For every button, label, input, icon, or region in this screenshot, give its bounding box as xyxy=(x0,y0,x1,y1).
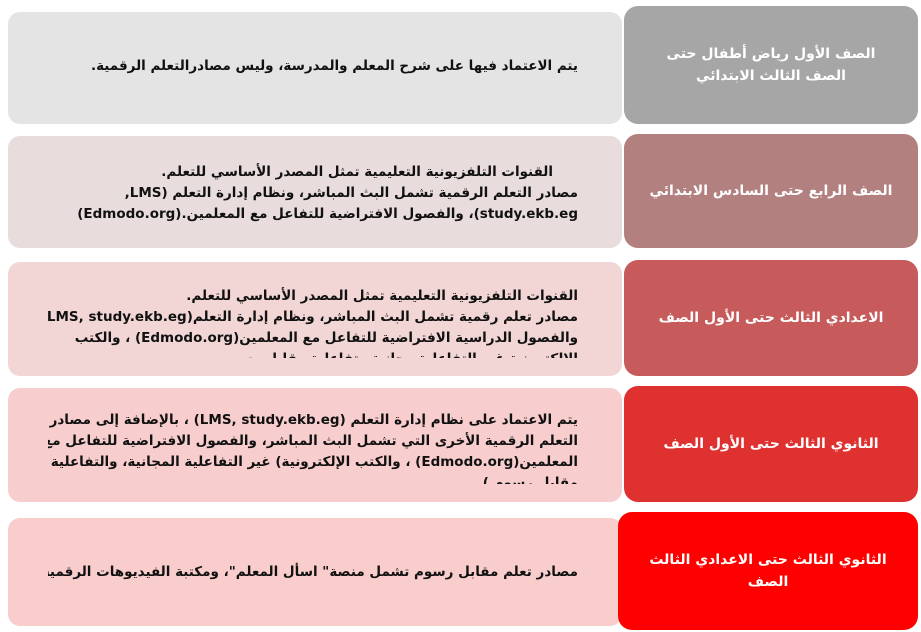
desc-line: التعلم الرقمية الأخرى التي تشمل البث الم… xyxy=(48,433,578,449)
row-5: مصادر تعلم مقابل رسوم تشمل منصة" اسأل ال… xyxy=(0,512,921,630)
row-5-grade-label: الثانوي الثالث حتى الاعدادي الثالث الصف xyxy=(618,512,918,630)
row-2-description-box: القنوات التلفزيونية التعليمية تمثل المصد… xyxy=(8,136,622,248)
row-2-description: القنوات التلفزيونية التعليمية تمثل المصد… xyxy=(48,162,578,228)
row-1-grade-label: الصف الأول رياض أطفال حتى الصف الثالث ال… xyxy=(624,6,918,124)
row-3-grade-label: الاعدادي الثالث حتى الأول الصف xyxy=(624,260,918,376)
desc-line: المعلمين(Edmodo.org) ، والكتب الإلكتروني… xyxy=(50,454,578,470)
desc-line: يتم الاعتماد فيها على شرح المعلم والمدرس… xyxy=(90,58,578,74)
row-5-description: مصادر تعلم مقابل رسوم تشمل منصة" اسأل ال… xyxy=(48,562,578,586)
desc-line: القنوات التلفزيونية التعليمية تمثل المصد… xyxy=(161,164,553,180)
desc-line: والفصول الدراسية الافتراضية للتفاعل مع ا… xyxy=(74,330,578,346)
row-2: القنوات التلفزيونية التعليمية تمثل المصد… xyxy=(0,134,921,248)
row-3-description-box: القنوات التلفزيونية التعليمية تمثل المصد… xyxy=(8,262,622,376)
desc-line: study.ekb.eg)، والفصول الافتراضية للتفاع… xyxy=(77,206,578,222)
row-4-description-box: يتم الاعتماد على نظام إدارة التعلم (LMS,… xyxy=(8,388,622,502)
desc-line: مصادر تعلم رقمية تشمل البث المباشر، ونظا… xyxy=(48,309,578,325)
desc-line: مقابل رسوم ). xyxy=(477,475,578,484)
row-5-description-box: مصادر تعلم مقابل رسوم تشمل منصة" اسأل ال… xyxy=(8,518,622,626)
row-1: يتم الاعتماد فيها على شرح المعلم والمدرس… xyxy=(0,6,921,124)
desc-line: الإلكترونية غير التفاعلية مجانية وتفاعلي… xyxy=(48,349,578,358)
row-4: يتم الاعتماد على نظام إدارة التعلم (LMS,… xyxy=(0,386,921,502)
desc-line: القنوات التلفزيونية التعليمية تمثل المصد… xyxy=(186,288,578,304)
row-4-grade-label: الثانوي الثالث حتى الأول الصف xyxy=(624,386,918,502)
row-3-description: القنوات التلفزيونية التعليمية تمثل المصد… xyxy=(48,286,578,358)
desc-line: مصادر تعلم مقابل رسوم تشمل منصة" اسأل ال… xyxy=(48,564,578,580)
row-4-description: يتم الاعتماد على نظام إدارة التعلم (LMS,… xyxy=(48,410,578,484)
row-3: القنوات التلفزيونية التعليمية تمثل المصد… xyxy=(0,260,921,376)
desc-line: مصادر التعلم الرقمية تشمل البث المباشر، … xyxy=(124,185,578,201)
desc-line: يتم الاعتماد على نظام إدارة التعلم (LMS,… xyxy=(49,412,578,428)
row-1-description-box: يتم الاعتماد فيها على شرح المعلم والمدرس… xyxy=(8,12,622,124)
row-2-grade-label: الصف الرابع حتى السادس الابتدائي xyxy=(624,134,918,248)
row-1-description: يتم الاعتماد فيها على شرح المعلم والمدرس… xyxy=(48,56,578,80)
